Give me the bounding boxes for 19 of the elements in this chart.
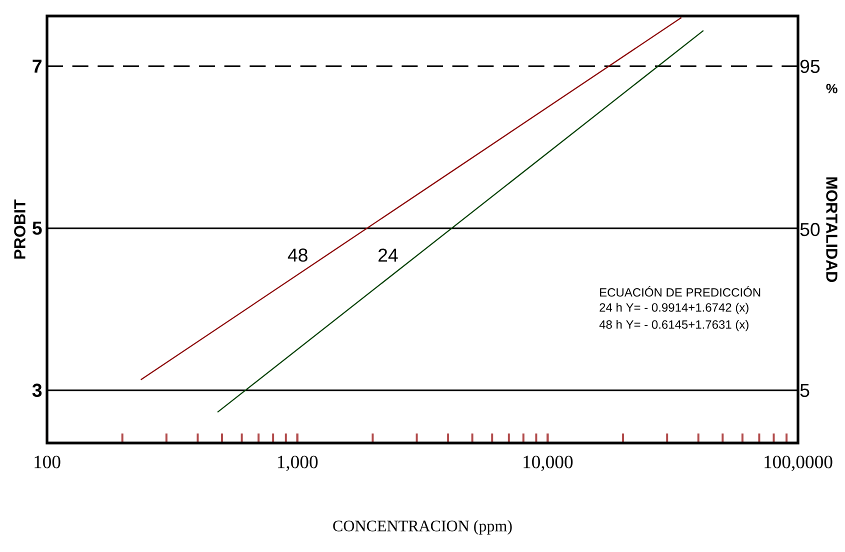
text: % [826, 84, 838, 94]
x-tick-label: 10,000 [524, 456, 573, 471]
annotation: 24 [378, 248, 398, 262]
y-tick-label: 7 [32, 60, 42, 73]
x-tick-label: 100,0000 [764, 456, 832, 471]
y-axis-title: PROBIT [14, 199, 26, 259]
x-tick-label: 100 [34, 456, 60, 468]
x-axis-title: CONCENTRACION (ppm) [333, 520, 512, 535]
text: 95 [800, 60, 820, 73]
y-tick-label: 3 [32, 384, 42, 397]
annotation: 48 h Y= - 0.6145+1.7631 (x) [599, 320, 748, 332]
y2-axis-title: MORTALIDAD [826, 177, 838, 282]
annotation: ECUACIÓN DE PREDICCIÓN [600, 286, 760, 297]
text: 5 [800, 384, 810, 397]
annotation: 24 h Y= - 0.9914+1.6742 (x) [600, 302, 748, 314]
x-tick-label: 1,000 [278, 456, 318, 471]
y-tick-label: 5 [32, 222, 42, 235]
annotation: 48 [288, 248, 308, 262]
text: 50 [800, 222, 820, 236]
